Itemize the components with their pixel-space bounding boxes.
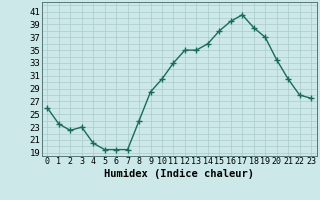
X-axis label: Humidex (Indice chaleur): Humidex (Indice chaleur)	[104, 169, 254, 179]
